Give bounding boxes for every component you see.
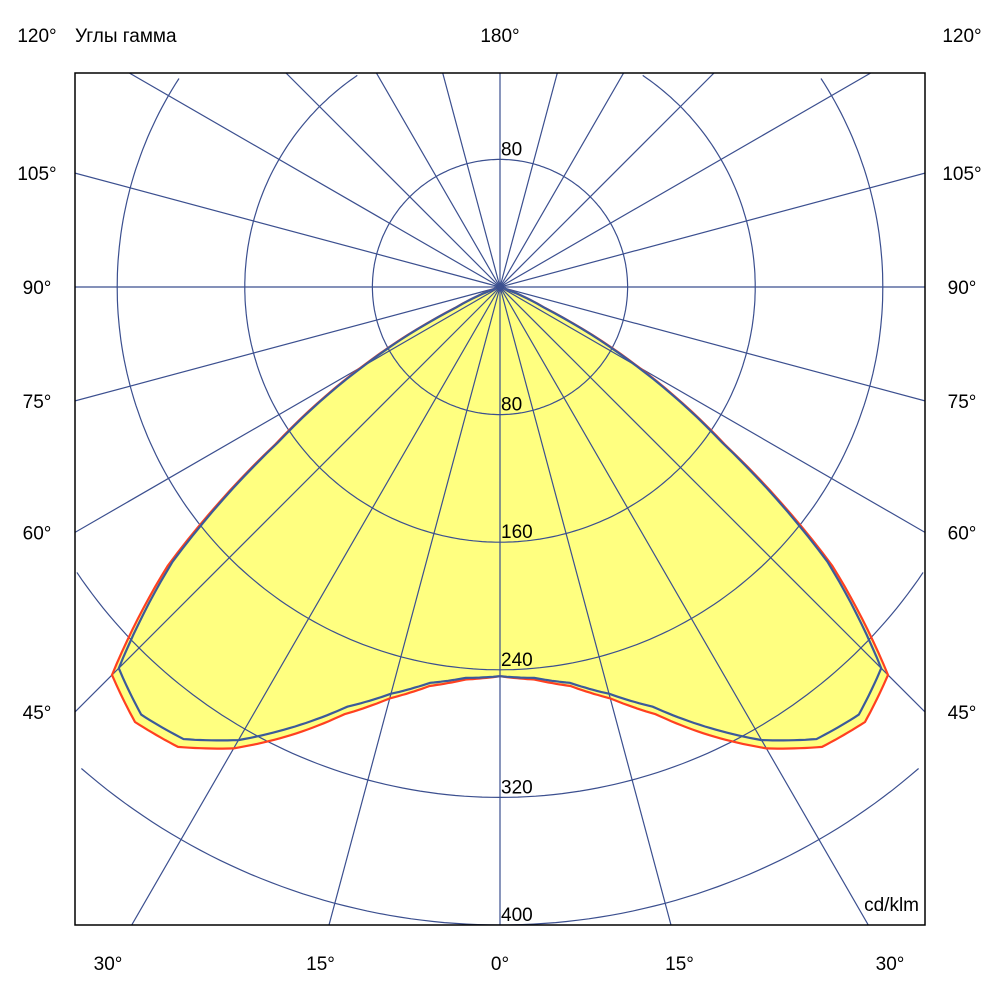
radial-tick-label: 320 (501, 777, 533, 798)
side-angle-label-left: 75° (23, 392, 52, 413)
unit-label: cd/klm (864, 895, 919, 916)
grid-radial-line (499, 172, 925, 288)
side-angle-label-left: 90° (23, 278, 52, 299)
grid-radial-line (75, 286, 501, 533)
grid-radial-line (499, 286, 925, 402)
center-point (496, 283, 504, 291)
grid-radial-line (75, 286, 501, 713)
grid-radial-line (131, 286, 501, 925)
side-angle-label-left: 105° (17, 164, 56, 185)
grid-radial-line (442, 73, 501, 288)
grid-radial-line (75, 172, 501, 288)
side-angle-label-right: 120° (942, 26, 981, 47)
bottom-angle-label: 15° (665, 954, 694, 975)
grid-radial-line (75, 286, 501, 402)
side-angle-label-left: 60° (23, 523, 52, 544)
bottom-angle-label: 15° (306, 954, 335, 975)
grid-radial-line (499, 286, 869, 925)
radial-tick-label: 160 (501, 522, 533, 543)
side-angle-label-left: 120° (17, 26, 56, 47)
grid-circle-160 (244, 74, 756, 543)
grid-radial-line (499, 73, 715, 288)
radial-tick-label: 80 (501, 395, 522, 416)
grid-radial-line (499, 73, 625, 288)
radial-tick-label: 400 (501, 905, 533, 926)
side-angle-label-right: 105° (942, 164, 981, 185)
grid-circle-240 (116, 78, 884, 671)
grid-radial-line (328, 286, 501, 925)
side-angle-label-left: 45° (23, 703, 52, 724)
grid-radial-line (129, 73, 501, 288)
grid-radial-line (285, 73, 501, 288)
bottom-angle-label: 30° (94, 954, 123, 975)
side-angle-label-right: 75° (948, 392, 977, 413)
grid-radial-line (499, 286, 925, 533)
side-angle-label-right: 90° (948, 278, 977, 299)
grid-radial-line (499, 73, 871, 288)
bottom-angle-label: 0° (491, 954, 509, 975)
radial-tick-label-upper: 80 (501, 139, 522, 160)
grid-radial-line (375, 73, 501, 288)
side-angle-label-right: 45° (948, 703, 977, 724)
grid-radial-line (499, 73, 558, 288)
bottom-angle-label: 30° (876, 954, 905, 975)
grid-radial-line (499, 286, 672, 925)
plot-frame (74, 72, 926, 926)
side-angle-label-right: 60° (948, 523, 977, 544)
chart-title: Углы гамма (75, 26, 177, 47)
curve-c0-c180 (117, 285, 883, 742)
top-angle-label: 180° (480, 26, 519, 47)
grid-radial-line (499, 286, 925, 713)
grid-circle-400 (81, 768, 919, 925)
radial-tick-label: 240 (501, 650, 533, 671)
